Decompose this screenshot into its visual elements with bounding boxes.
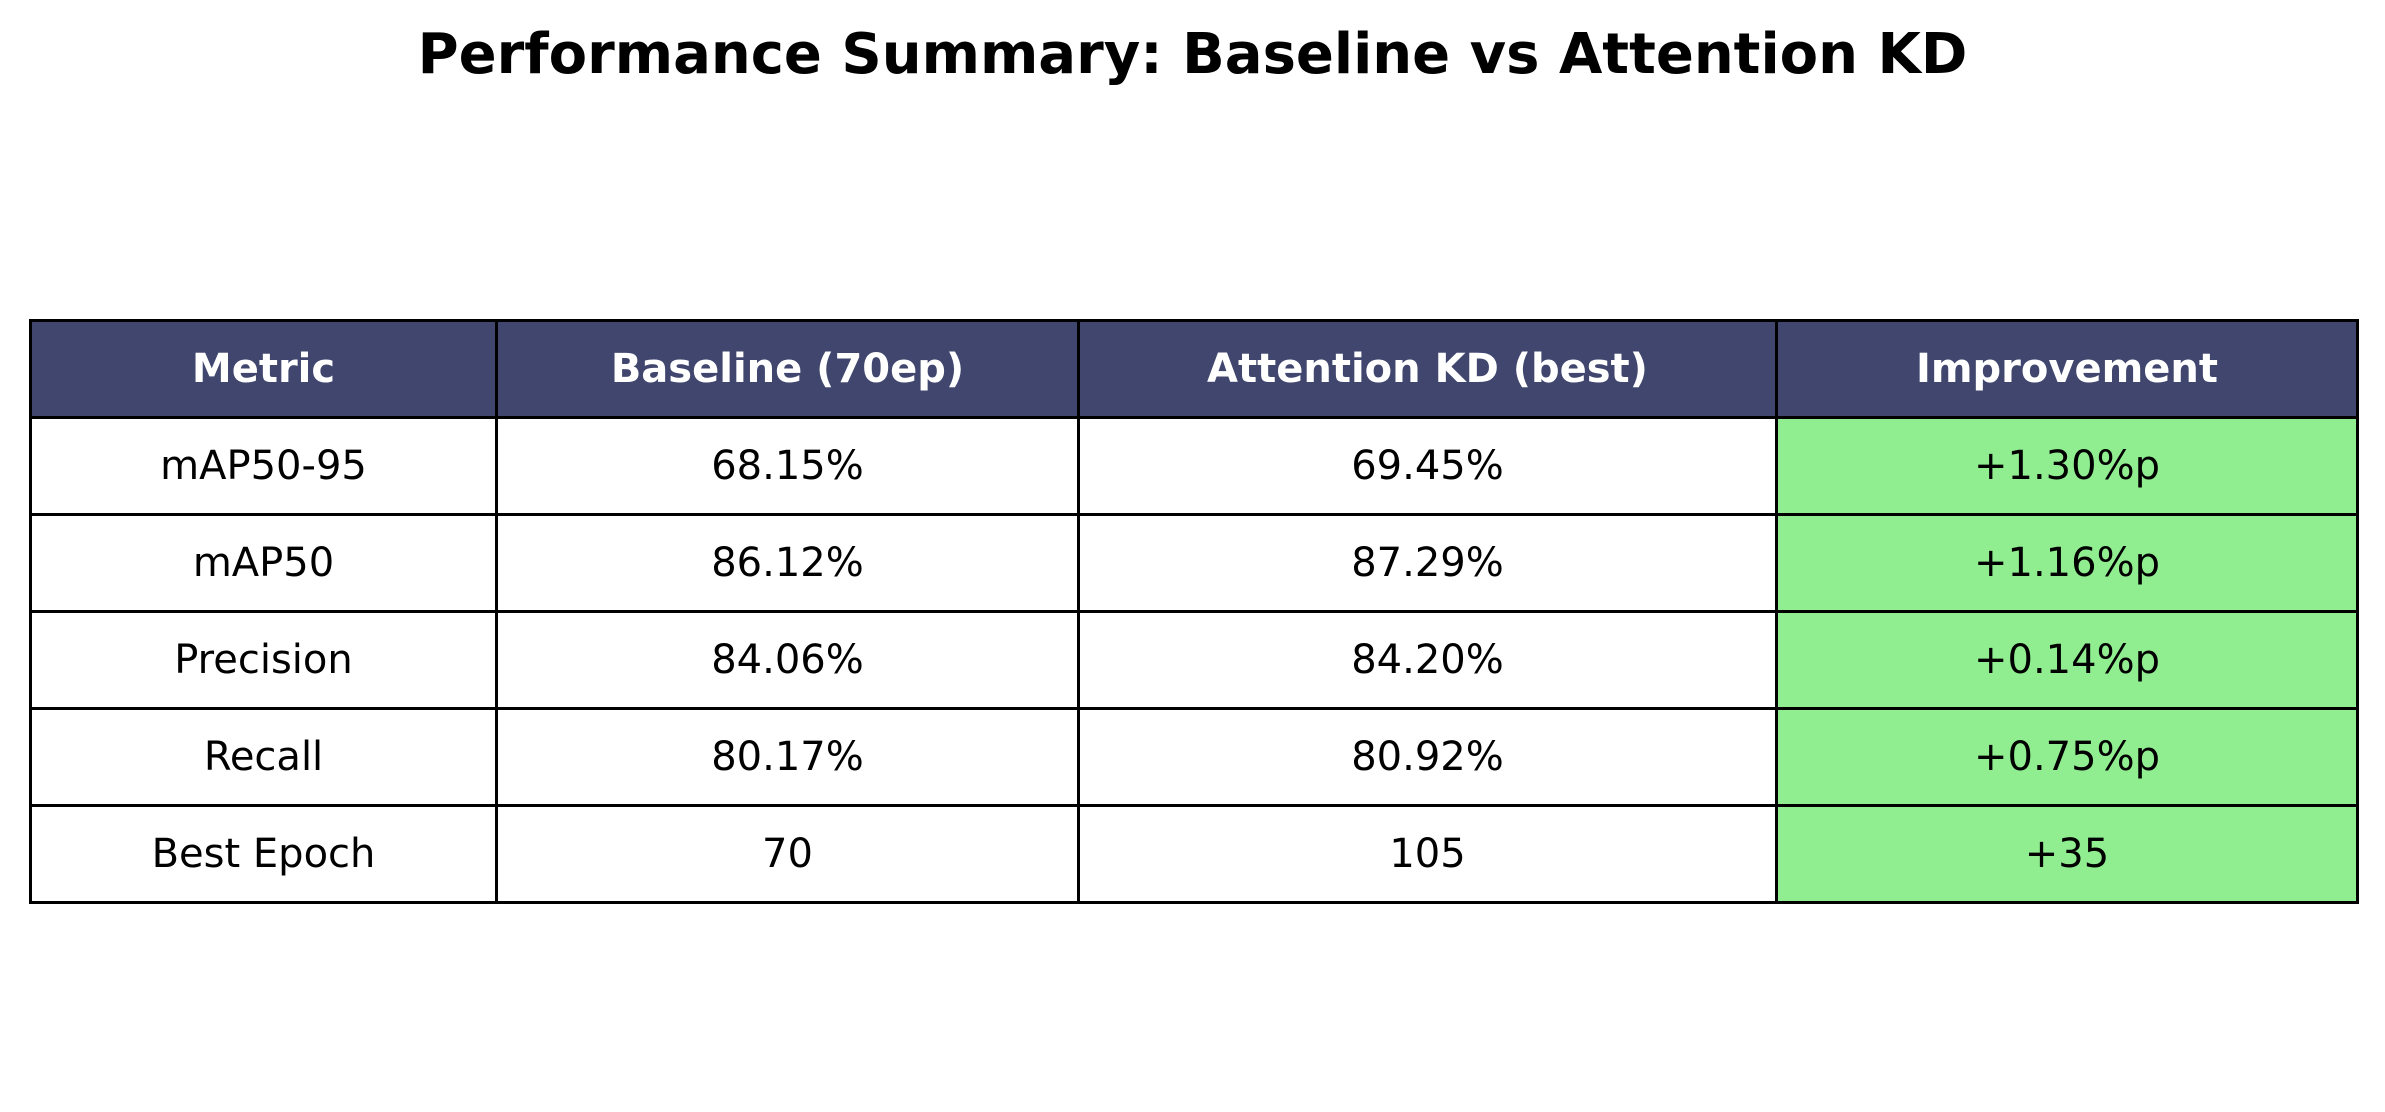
header-cell-metric: Metric bbox=[29, 319, 498, 419]
improvement-cell: +35 bbox=[1775, 804, 2359, 904]
improvement-cell: +1.30%p bbox=[1775, 416, 2359, 516]
baseline-cell: 86.12% bbox=[495, 513, 1080, 613]
improvement-cell: +1.16%p bbox=[1775, 513, 2359, 613]
attention-kd-cell: 87.29% bbox=[1077, 513, 1778, 613]
metric-cell: Recall bbox=[29, 707, 498, 807]
baseline-cell: 84.06% bbox=[495, 610, 1080, 710]
attention-kd-cell: 80.92% bbox=[1077, 707, 1778, 807]
header-cell-improvement: Improvement bbox=[1775, 319, 2359, 419]
attention-kd-cell: 84.20% bbox=[1077, 610, 1778, 710]
attention-kd-cell: 105 bbox=[1077, 804, 1778, 904]
summary-table: Metric Baseline (70ep) Attention KD (bes… bbox=[29, 319, 2359, 904]
header-cell-attention-kd: Attention KD (best) bbox=[1077, 319, 1778, 419]
baseline-cell: 80.17% bbox=[495, 707, 1080, 807]
improvement-cell: +0.14%p bbox=[1775, 610, 2359, 710]
baseline-cell: 70 bbox=[495, 804, 1080, 904]
table-row: Precision 84.06% 84.20% +0.14%p bbox=[29, 610, 2359, 710]
metric-cell: Best Epoch bbox=[29, 804, 498, 904]
metric-cell: mAP50-95 bbox=[29, 416, 498, 516]
header-row: Metric Baseline (70ep) Attention KD (bes… bbox=[29, 319, 2359, 419]
baseline-cell: 68.15% bbox=[495, 416, 1080, 516]
attention-kd-cell: 69.45% bbox=[1077, 416, 1778, 516]
improvement-cell: +0.75%p bbox=[1775, 707, 2359, 807]
table-row: mAP50 86.12% 87.29% +1.16%p bbox=[29, 513, 2359, 613]
table-row: Recall 80.17% 80.92% +0.75%p bbox=[29, 707, 2359, 807]
metric-cell: mAP50 bbox=[29, 513, 498, 613]
header-cell-baseline: Baseline (70ep) bbox=[495, 319, 1080, 419]
metric-cell: Precision bbox=[29, 610, 498, 710]
table-row: Best Epoch 70 105 +35 bbox=[29, 804, 2359, 904]
table-row: mAP50-95 68.15% 69.45% +1.30%p bbox=[29, 416, 2359, 516]
chart-title: Performance Summary: Baseline vs Attenti… bbox=[417, 22, 1968, 87]
